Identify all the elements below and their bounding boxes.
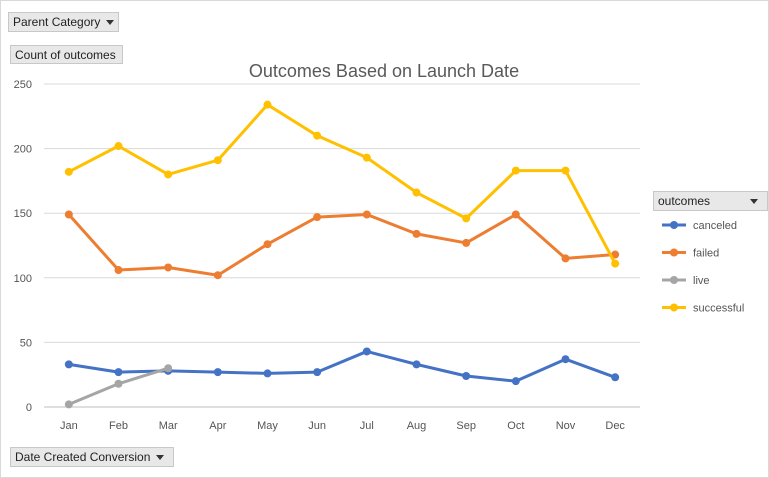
data-point (64, 360, 73, 369)
legend-label: successful (693, 303, 744, 315)
data-point (362, 347, 371, 356)
x-tick-label: May (257, 420, 278, 432)
x-tick-label: Apr (209, 420, 226, 432)
data-point (313, 213, 322, 222)
legend-swatch-marker (670, 276, 678, 284)
x-tick-label: Aug (407, 420, 427, 432)
x-tick-label: Jul (360, 420, 374, 432)
y-tick-label: 50 (20, 337, 32, 349)
data-point (213, 156, 222, 165)
data-point (164, 170, 173, 179)
data-point (64, 167, 73, 176)
data-point (561, 254, 570, 263)
x-tick-label: Oct (507, 420, 524, 432)
data-point (114, 142, 123, 151)
data-point (164, 364, 173, 373)
data-point (561, 166, 570, 175)
y-tick-label: 100 (14, 273, 32, 285)
data-point (462, 238, 471, 247)
data-point (213, 271, 222, 280)
data-point (362, 153, 371, 162)
data-point (362, 210, 371, 219)
y-tick-label: 150 (14, 208, 32, 220)
y-tick-label: 250 (14, 79, 32, 91)
series-line-successful (67, 103, 617, 266)
x-tick-label: Dec (605, 420, 625, 432)
data-point (611, 250, 620, 259)
data-point (263, 240, 272, 249)
data-point (164, 263, 173, 272)
count-of-outcomes-field-button[interactable]: Count of outcomes (10, 45, 123, 64)
series-line-canceled (67, 349, 617, 383)
x-tick-label: Mar (159, 420, 178, 432)
legend-item-canceled: canceled (662, 220, 737, 232)
outcomes-legend-filter-button[interactable]: outcomes (653, 191, 768, 211)
series-failed (64, 210, 620, 280)
data-point (263, 100, 272, 109)
legend-swatch-marker (670, 303, 678, 312)
data-point (64, 400, 73, 409)
data-point (511, 377, 520, 386)
date-created-filter-button[interactable]: Date Created Conversion (10, 447, 174, 467)
legend-swatch-marker (670, 221, 678, 229)
series-line-failed (67, 212, 617, 277)
data-point (114, 368, 123, 377)
count-of-outcomes-label: Count of outcomes (15, 48, 116, 62)
parent-category-label: Parent Category (13, 15, 101, 29)
y-tick-label: 200 (14, 144, 32, 156)
data-point (213, 368, 222, 377)
data-point (263, 369, 272, 378)
data-point (412, 360, 421, 369)
data-point (462, 371, 471, 380)
data-point (114, 266, 123, 275)
chart-title: Outcomes Based on Launch Date (249, 61, 519, 81)
date-created-label: Date Created Conversion (15, 450, 151, 464)
dropdown-arrow-icon (106, 20, 115, 26)
data-point (462, 214, 471, 223)
legend-label: live (693, 275, 710, 287)
data-point (511, 210, 520, 219)
outcomes-legend-label: outcomes (658, 194, 711, 208)
legend-label: failed (693, 248, 719, 260)
x-tick-label: Jun (308, 420, 326, 432)
dropdown-arrow-icon (750, 199, 759, 205)
data-point (561, 355, 570, 364)
x-tick-label: Nov (556, 420, 576, 432)
legend-item-successful: successful (662, 303, 744, 315)
legend-swatch-marker (670, 248, 678, 257)
dropdown-arrow-icon (156, 455, 165, 461)
x-tick-label: Jan (60, 420, 78, 432)
legend-item-failed: failed (662, 248, 719, 260)
series-canceled (64, 347, 620, 386)
data-point (412, 188, 421, 197)
y-tick-label: 0 (26, 402, 32, 414)
data-point (412, 229, 421, 238)
legend-label: canceled (693, 220, 737, 232)
parent-category-filter-button[interactable]: Parent Category (8, 12, 119, 32)
data-point (511, 166, 520, 175)
legend-item-live: live (662, 275, 710, 287)
series-successful (64, 100, 620, 268)
x-tick-label: Sep (456, 420, 476, 432)
data-point (64, 210, 73, 219)
data-point (114, 379, 123, 388)
data-point (611, 373, 620, 382)
data-point (313, 131, 322, 140)
x-tick-label: Feb (109, 420, 128, 432)
data-point (611, 259, 620, 268)
series-live (64, 364, 173, 409)
data-point (313, 368, 322, 377)
